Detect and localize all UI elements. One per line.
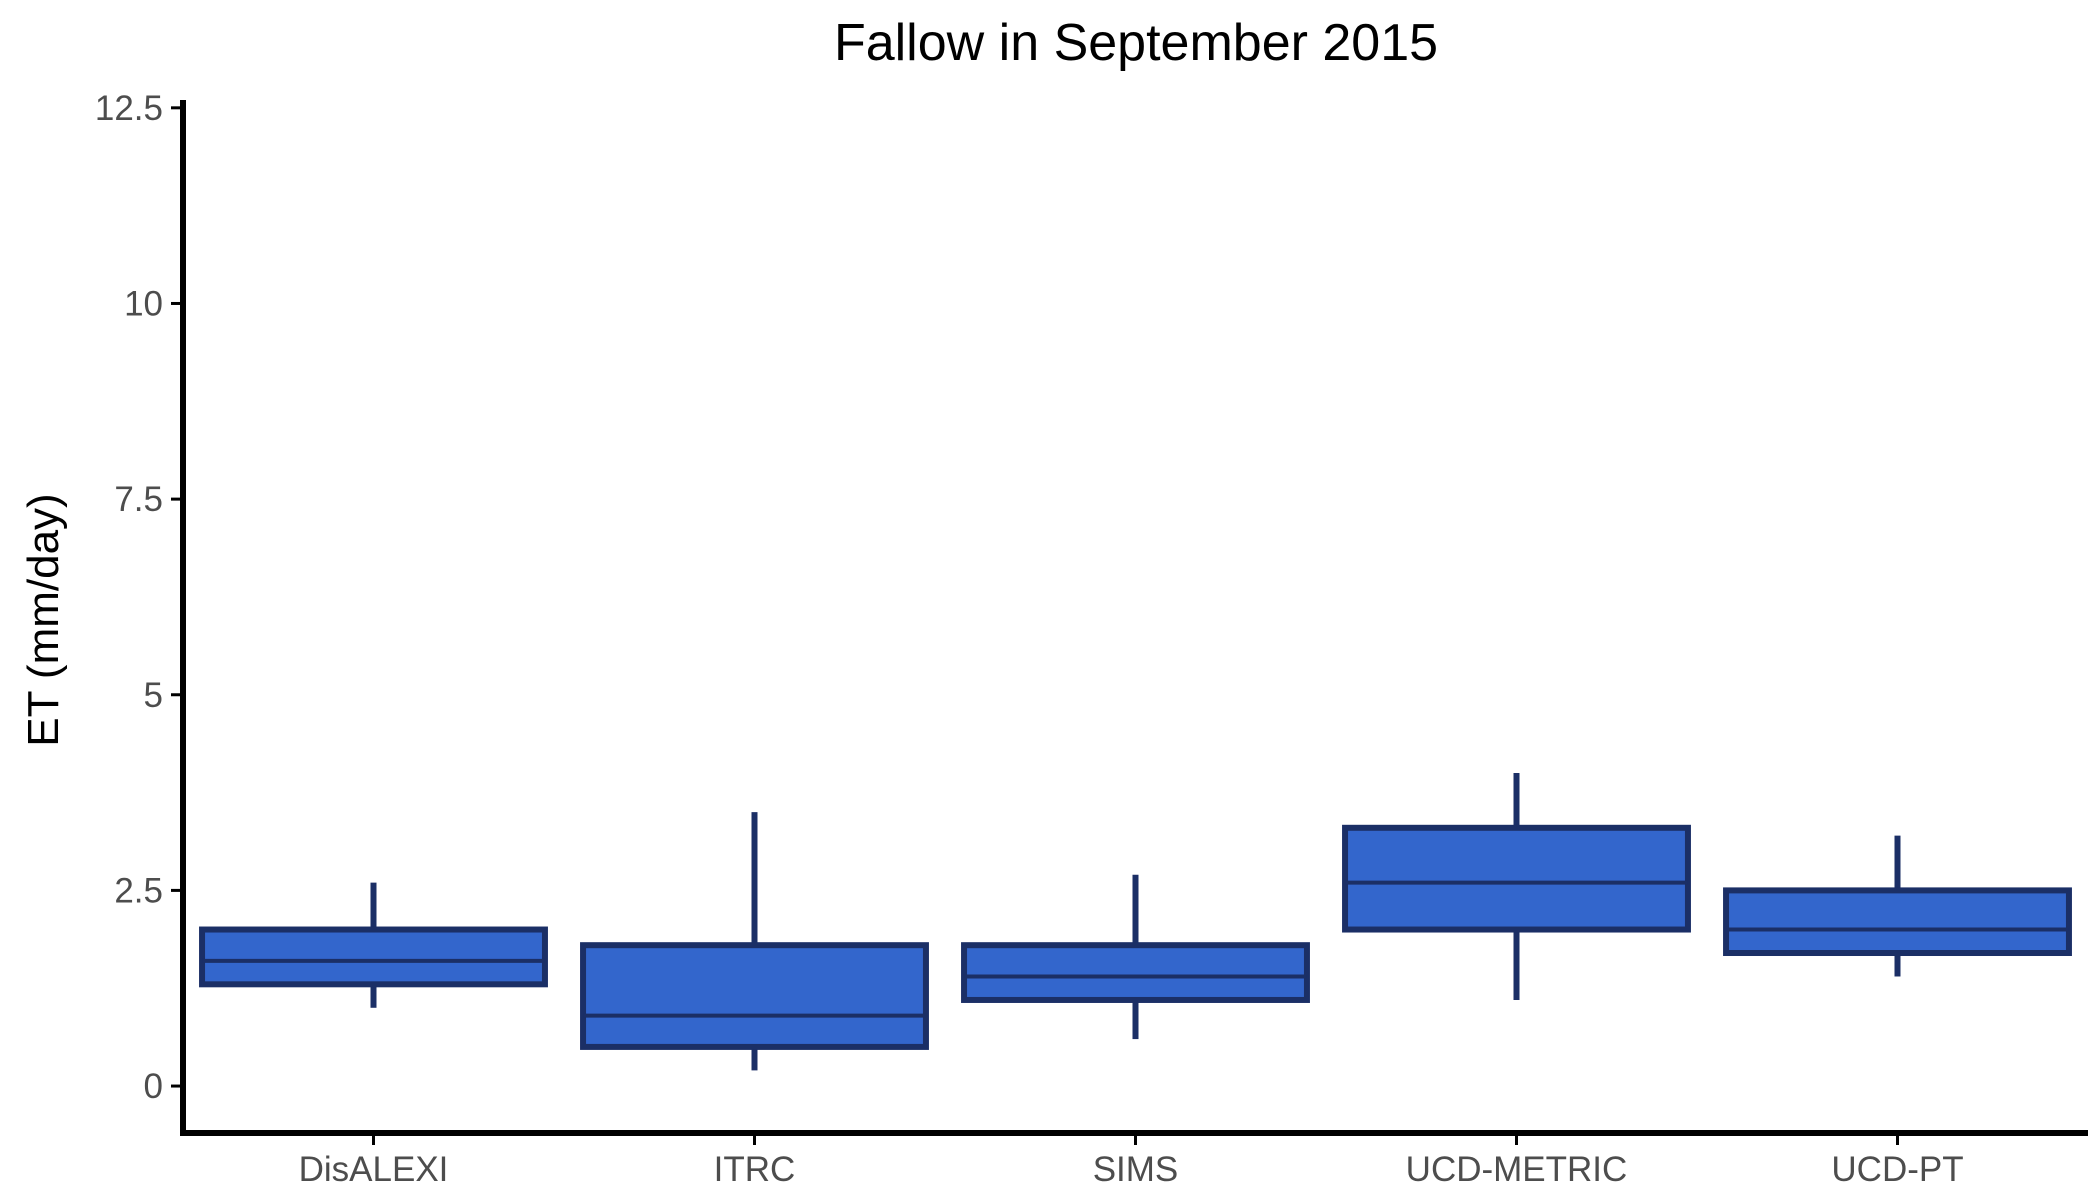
chart-title: Fallow in September 2015 bbox=[834, 14, 1438, 72]
box-ucd-pt bbox=[1723, 887, 2072, 957]
y-tick-label: 5 bbox=[144, 676, 163, 715]
y-tick-label: 10 bbox=[124, 284, 163, 323]
x-tick-label: DisALEXI bbox=[299, 1150, 449, 1189]
y-tick-label: 2.5 bbox=[114, 871, 163, 910]
x-tick-label: ITRC bbox=[714, 1150, 796, 1189]
y-axis-title: ET (mm/day) bbox=[19, 493, 68, 746]
plot-area: 0 2.5 5 7.5 10 12.5 DisALEXI ITRC SIMS UCD-METRIC… bbox=[95, 89, 2088, 1189]
x-tick-label: SIMS bbox=[1093, 1150, 1179, 1189]
box-disalexi bbox=[199, 926, 548, 988]
y-tick-label: 0 bbox=[144, 1067, 163, 1106]
y-tick-label: 12.5 bbox=[95, 89, 163, 128]
box-sims bbox=[961, 942, 1310, 1003]
y-tick-label: 7.5 bbox=[114, 480, 163, 519]
box-ucd-metric bbox=[1342, 824, 1691, 933]
box-itrc bbox=[580, 942, 929, 1050]
x-tick-label: UCD-PT bbox=[1831, 1150, 1963, 1189]
x-tick-label: UCD-METRIC bbox=[1406, 1150, 1628, 1189]
